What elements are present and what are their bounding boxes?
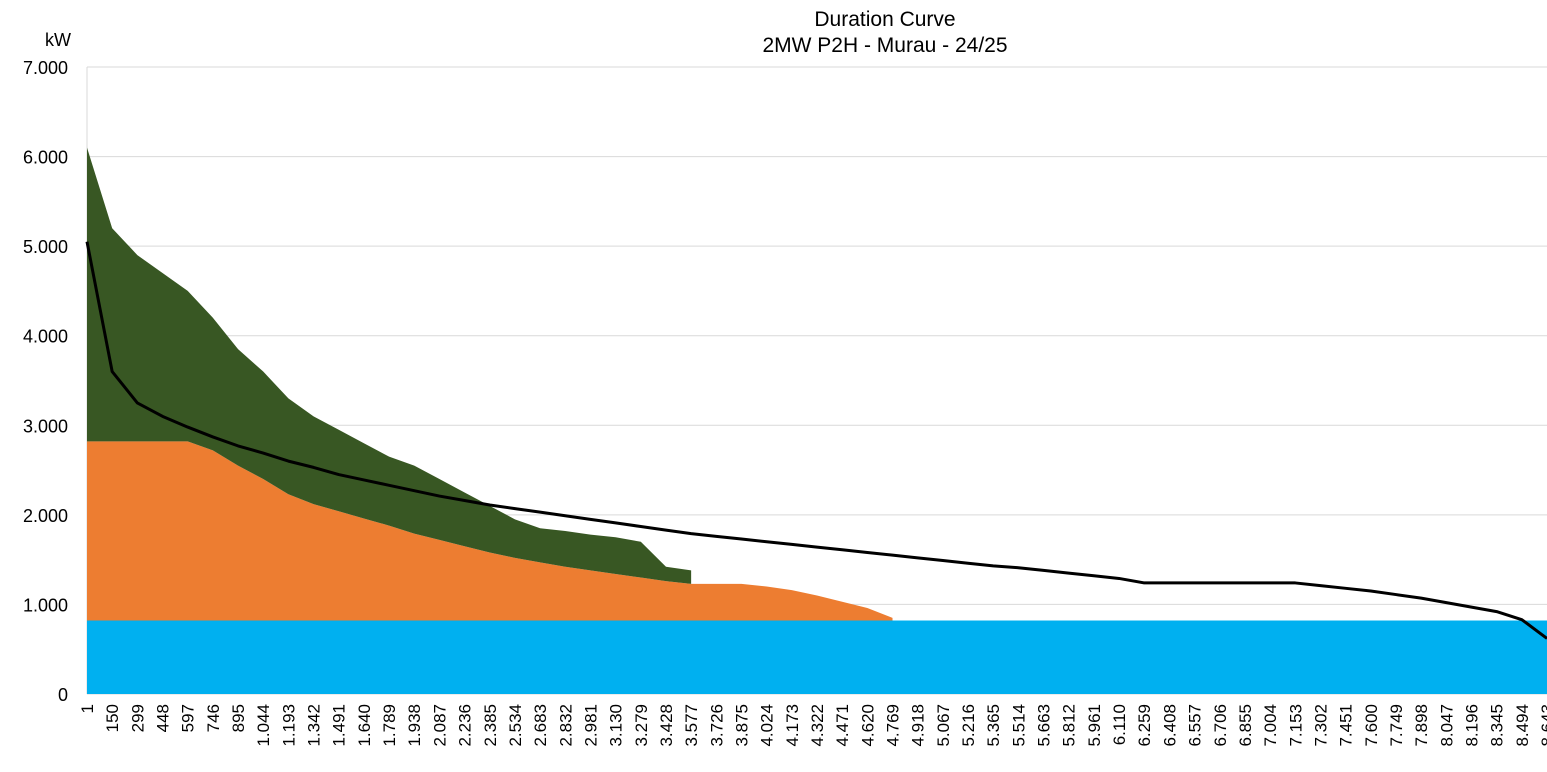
y-tick-label: 6.000 xyxy=(23,148,68,168)
line xyxy=(85,241,1547,640)
x-tick-label: 299 xyxy=(128,704,147,732)
area xyxy=(87,147,692,584)
x-tick-label: 448 xyxy=(154,704,173,732)
x-tick-label: 5.663 xyxy=(1035,704,1054,747)
x-tick-label: 7.004 xyxy=(1261,704,1280,747)
x-tick-label: 1.044 xyxy=(254,704,273,747)
x-tick-label: 6.855 xyxy=(1236,704,1255,747)
x-tick-label: 2.832 xyxy=(556,704,575,747)
x-tick-label: 150 xyxy=(103,704,122,732)
y-tick-label: 1.000 xyxy=(23,595,68,615)
y-tick-label: 7.000 xyxy=(23,58,68,78)
y-axis-label: kW xyxy=(45,30,71,50)
area xyxy=(87,620,1547,694)
x-tick-label: 3.428 xyxy=(657,704,676,747)
x-tick-label: 6.706 xyxy=(1211,704,1230,747)
x-tick-label: 2.236 xyxy=(456,704,475,747)
x-tick-label: 4.024 xyxy=(758,704,777,747)
x-tick-label: 7.898 xyxy=(1412,704,1431,747)
x-tick-label: 3.279 xyxy=(632,704,651,747)
x-tick-label: 597 xyxy=(179,704,198,732)
chart-subtitle: 2MW P2H - Murau - 24/25 xyxy=(762,34,1007,57)
x-tick-label: 4.918 xyxy=(909,704,928,747)
x-tick-label: 6.259 xyxy=(1135,704,1154,747)
x-tick-label: 1.640 xyxy=(355,704,374,747)
y-tick-label: 0 xyxy=(58,685,68,705)
y-tick-label: 5.000 xyxy=(23,237,68,257)
chart-title: Duration Curve xyxy=(814,8,955,31)
x-tick-label: 5.216 xyxy=(959,704,978,747)
x-tick-label: 2.534 xyxy=(506,704,525,747)
x-tick-label: 5.812 xyxy=(1060,704,1079,747)
x-tick-label: 8.047 xyxy=(1437,704,1456,747)
x-tick-label: 7.600 xyxy=(1362,704,1381,747)
x-tick-label: 6.557 xyxy=(1186,704,1205,747)
x-tick-label: 2.385 xyxy=(481,704,500,747)
y-tick-label: 2.000 xyxy=(23,506,68,526)
x-tick-label: 5.514 xyxy=(1009,704,1028,747)
x-tick-label: 3.726 xyxy=(707,704,726,747)
x-tick-label: 3.875 xyxy=(732,704,751,747)
x-tick-label: 5.961 xyxy=(1085,704,1104,747)
x-tick-label: 7.451 xyxy=(1337,704,1356,747)
x-tick-label: 2.981 xyxy=(581,704,600,747)
x-tick-label: 5.067 xyxy=(934,704,953,747)
x-tick-label: 7.749 xyxy=(1387,704,1406,747)
x-tick-label: 3.130 xyxy=(607,704,626,747)
x-tick-label: 4.769 xyxy=(884,704,903,747)
x-tick-label: 1.193 xyxy=(279,704,298,747)
x-tick-label: 1.342 xyxy=(305,704,324,747)
x-tick-label: 1.938 xyxy=(405,704,424,747)
x-tick-label: 1.789 xyxy=(380,704,399,747)
x-tick-label: 6.110 xyxy=(1110,704,1129,745)
y-tick-label: 3.000 xyxy=(23,416,68,436)
x-tick-label: 7.302 xyxy=(1311,704,1330,747)
x-tick-label: 8.345 xyxy=(1488,704,1507,747)
x-tick-label: 2.087 xyxy=(430,704,449,747)
y-tick-label: 4.000 xyxy=(23,327,68,347)
x-tick-label: 1 xyxy=(78,704,97,713)
x-tick-label: 4.620 xyxy=(858,704,877,747)
x-tick-label: 6.408 xyxy=(1160,704,1179,747)
x-tick-label: 4.322 xyxy=(808,704,827,747)
x-tick-label: 4.471 xyxy=(833,704,852,747)
x-tick-label: 2.683 xyxy=(531,704,550,747)
area xyxy=(87,441,893,621)
x-tick-label: 746 xyxy=(204,704,223,732)
x-tick-label: 1.491 xyxy=(330,704,349,747)
x-tick-label: 4.173 xyxy=(783,704,802,747)
x-tick-label: 8.643 xyxy=(1538,704,1547,747)
x-tick-label: 5.365 xyxy=(984,704,1003,747)
x-tick-label: 8.196 xyxy=(1462,704,1481,747)
x-tick-label: 7.153 xyxy=(1286,704,1305,747)
x-tick-label: 8.494 xyxy=(1513,704,1532,747)
x-tick-label: 895 xyxy=(229,704,248,732)
x-tick-label: 3.577 xyxy=(682,704,701,747)
